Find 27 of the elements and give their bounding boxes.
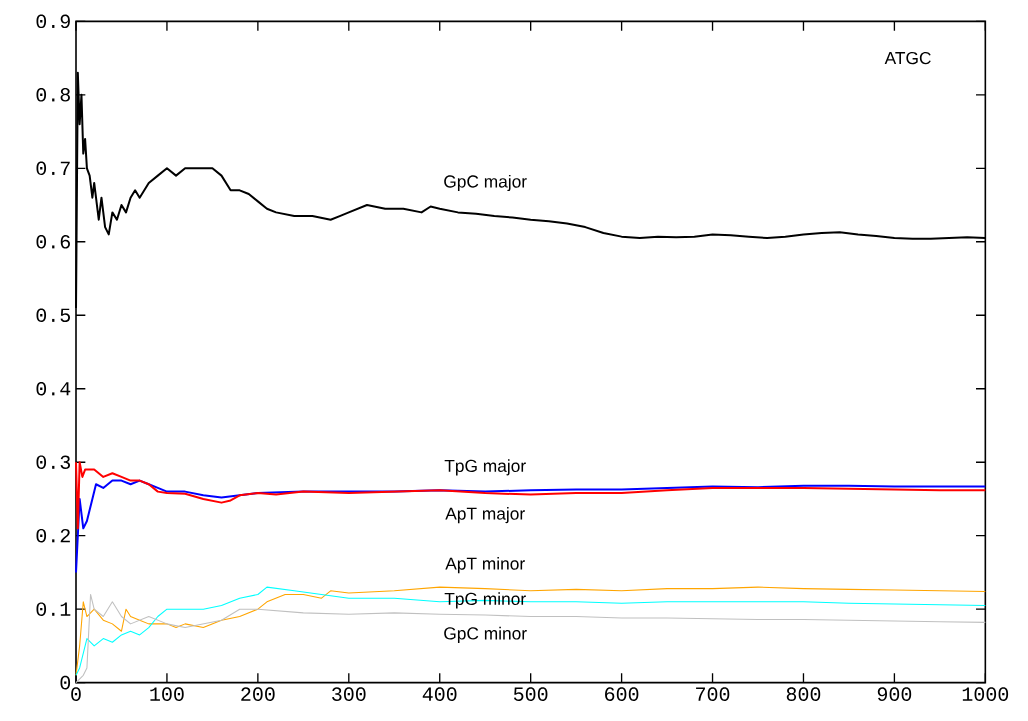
y-tick-label: 0.6 bbox=[36, 234, 70, 249]
y-tick-label: 0.1 bbox=[36, 602, 71, 616]
x-tick-label: 0 bbox=[71, 687, 81, 701]
y-tick-label: 0.2 bbox=[36, 528, 70, 543]
x-tick-label: 500 bbox=[513, 687, 548, 701]
y-tick-label: 0.4 bbox=[36, 381, 71, 396]
y-tick-label: 0.7 bbox=[36, 161, 70, 175]
x-tick-label: 300 bbox=[332, 687, 366, 701]
x-tick-label: 700 bbox=[696, 687, 730, 701]
x-tick-label: 600 bbox=[605, 687, 639, 701]
y-tick-label: 0.5 bbox=[36, 308, 71, 322]
x-tick-label: 900 bbox=[877, 687, 912, 701]
series-label: GpC major bbox=[444, 174, 527, 191]
y-tick-label: 0.3 bbox=[36, 455, 71, 469]
series-label: ApT major bbox=[445, 506, 525, 524]
x-tick-label: 800 bbox=[786, 687, 821, 701]
series-label: ApT minor bbox=[445, 556, 525, 574]
y-tick-label: 0.8 bbox=[36, 87, 70, 102]
x-tick-label: 200 bbox=[241, 687, 275, 701]
x-tick-label: 400 bbox=[422, 687, 457, 701]
annotation: ATGC bbox=[884, 51, 931, 65]
x-tick-label: 100 bbox=[150, 687, 184, 701]
x-tick-label: 1000 bbox=[962, 687, 1009, 701]
series-label: TpG major bbox=[444, 459, 526, 476]
y-tick-label: 0.9 bbox=[36, 14, 70, 28]
y-tick-label: 0 bbox=[60, 675, 71, 690]
series-label: GpC minor bbox=[444, 626, 527, 643]
